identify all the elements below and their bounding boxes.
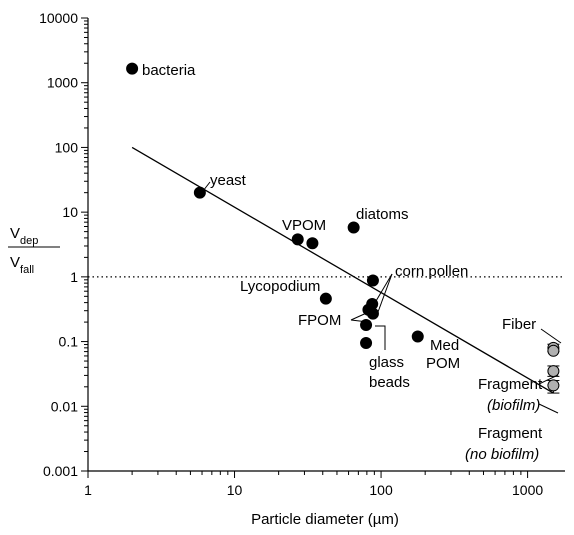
data-point: [366, 274, 379, 287]
label-fragment-nobio-2: (no biofilm): [465, 446, 539, 463]
y-tick-label: 1: [70, 269, 78, 285]
label-glass-beads-2: beads: [369, 374, 410, 391]
x-tick-label: 100: [369, 482, 393, 498]
y-tick-label: 100: [55, 139, 79, 155]
data-point: [360, 337, 373, 350]
label-med-pom-1: Med: [430, 337, 459, 354]
data-point: [126, 62, 139, 75]
data-point: [319, 292, 332, 305]
leader-corn-1: [375, 273, 393, 302]
x-tick-label: 1000: [512, 482, 543, 498]
y-tick-label: 10: [62, 204, 78, 220]
x-axis-title: Particle diameter (µm): [251, 511, 399, 528]
label-yeast: yeast: [210, 172, 247, 189]
y-tick-label: 0.01: [51, 398, 78, 414]
data-point: [411, 330, 424, 343]
x-tick-label: 10: [227, 482, 243, 498]
label-glass-beads-1: glass: [369, 354, 404, 371]
data-point: [306, 237, 319, 250]
data-point-grey: [547, 344, 560, 357]
label-med-pom-2: POM: [426, 355, 460, 372]
data-point: [347, 221, 360, 234]
y-tick-label: 1000: [47, 75, 78, 91]
data-point-grey: [547, 379, 560, 392]
y-title-numerator: Vdep: [10, 225, 38, 247]
label-diatoms: diatoms: [356, 206, 409, 223]
label-bacteria: bacteria: [142, 62, 196, 79]
label-fragment-biofilm-2: (biofilm): [487, 397, 540, 414]
label-fiber: Fiber: [502, 316, 536, 333]
data-point-grey: [547, 365, 560, 378]
y-tick-label: 10000: [39, 10, 78, 26]
label-fragment-biofilm-1: Fragment: [478, 376, 543, 393]
label-lycopodium: Lycopodium: [240, 278, 320, 295]
regression-line: [131, 146, 554, 394]
data-point: [366, 307, 379, 320]
y-tick-label: 0.001: [43, 463, 78, 479]
label-fragment-nobio-1: Fragment: [478, 425, 543, 442]
data-point: [360, 319, 373, 332]
y-title-denominator: Vfall: [10, 254, 34, 276]
leader-glass: [375, 325, 386, 350]
y-axis-ticks: 0.001 0.01 0.1 1 10 100 1000 10000: [39, 10, 88, 479]
label-fpom: FPOM: [298, 312, 341, 329]
data-point: [291, 233, 304, 246]
leader-fiber: [540, 328, 562, 344]
label-corn-pollen: corn pollen: [395, 263, 468, 280]
y-tick-label: 0.1: [59, 334, 79, 350]
data-points: [126, 62, 560, 394]
x-axis-ticks: 1 10 100 1000: [84, 471, 543, 498]
leader-frag-nobio: [538, 403, 559, 414]
y-axis-title: Vdep Vfall: [8, 225, 60, 276]
data-point: [193, 186, 206, 199]
x-tick-label: 1: [84, 482, 92, 498]
leader-corn-2: [377, 273, 393, 313]
label-vpom: VPOM: [282, 217, 326, 234]
